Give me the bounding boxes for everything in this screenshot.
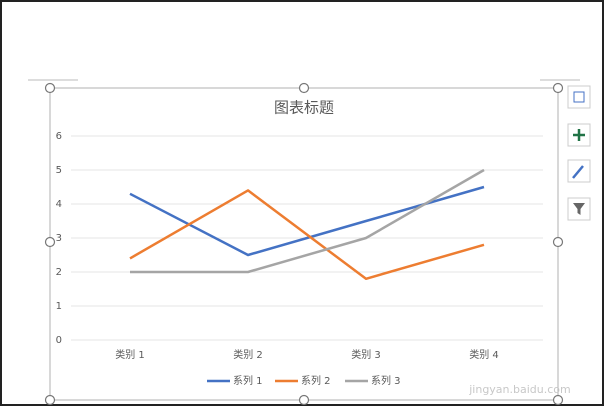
y-tick-label: 6 bbox=[56, 131, 62, 142]
layout-icon bbox=[573, 91, 585, 103]
y-tick-label: 0 bbox=[56, 335, 62, 346]
selection-handles bbox=[44, 82, 564, 406]
series-line bbox=[130, 168, 485, 274]
legend-label: 系列 2 bbox=[301, 374, 331, 387]
brush-icon bbox=[572, 165, 584, 179]
x-tick-label: 类别 3 bbox=[351, 348, 381, 361]
series-line bbox=[129, 189, 485, 281]
y-tick-label: 3 bbox=[56, 233, 62, 244]
chart-tools bbox=[567, 85, 591, 221]
chart-title: 图表标题 bbox=[274, 99, 334, 117]
legend-label: 系列 1 bbox=[233, 374, 263, 387]
x-tick-label: 类别 2 bbox=[233, 348, 263, 361]
layout-button[interactable] bbox=[567, 85, 591, 109]
plus-icon bbox=[573, 129, 585, 141]
watermark: jingyan.baidu.com bbox=[468, 383, 571, 396]
filter-icon bbox=[573, 203, 585, 215]
legend-label: 系列 3 bbox=[371, 374, 401, 387]
x-tick-label: 类别 1 bbox=[115, 348, 145, 361]
y-tick-label: 2 bbox=[56, 267, 62, 278]
y-tick-label: 4 bbox=[56, 199, 62, 210]
y-tick-label: 1 bbox=[56, 301, 62, 312]
x-tick-label: 类别 4 bbox=[469, 348, 499, 361]
chart-area[interactable] bbox=[49, 87, 559, 401]
y-tick-label: 5 bbox=[56, 165, 62, 176]
